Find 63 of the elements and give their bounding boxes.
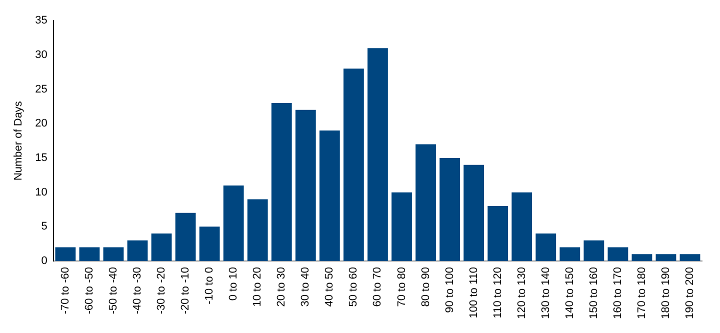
x-tick-label: 100 to 110: [468, 267, 480, 318]
bar: [632, 254, 652, 262]
bar: [295, 110, 316, 262]
bar: [656, 254, 676, 262]
bar: [175, 212, 196, 262]
x-tick-label: 50 to 60: [348, 267, 360, 307]
bar: [247, 199, 268, 262]
bar: [55, 247, 76, 262]
y-tick-label: 35: [35, 14, 48, 27]
x-tick-label: -10 to 0: [204, 267, 216, 304]
x-tick-label: -30 to -20: [156, 267, 168, 314]
bar: [416, 144, 436, 262]
y-tick-label: 10: [35, 186, 48, 198]
x-tick-label: 160 to 170: [612, 267, 624, 320]
x-tick-label: -20 to -10: [180, 267, 192, 314]
x-tick-label: 10 to 20: [252, 267, 264, 307]
bar: [608, 247, 628, 262]
x-tick-label: 60 to 70: [372, 267, 384, 307]
bar: [560, 247, 580, 262]
bar: [512, 192, 532, 262]
x-tick-label: 80 to 90: [420, 267, 432, 307]
bar: [319, 130, 340, 262]
x-tick-label: 120 to 130: [516, 267, 528, 320]
x-tick-label: 90 to 100: [444, 267, 456, 313]
x-tick-label: 70 to 80: [396, 267, 408, 307]
bar: [343, 68, 364, 262]
x-tick-label: 140 to 150: [564, 267, 576, 320]
y-tick-label: 20: [35, 118, 48, 130]
bar: [368, 48, 388, 262]
y-tick-label: 15: [35, 152, 48, 164]
y-tick-label: 25: [35, 83, 48, 96]
x-tick-label: 40 to 50: [324, 267, 336, 307]
x-tick-label: 170 to 180: [636, 267, 648, 320]
bar: [440, 158, 460, 262]
bar: [199, 226, 220, 262]
x-tick-label: 0 to 10: [228, 267, 240, 301]
bar: [271, 103, 292, 262]
bar: [488, 206, 508, 262]
x-tick-label: -60 to -50: [84, 267, 96, 314]
bar: [392, 192, 412, 262]
x-tick-label: 110 to 120: [492, 267, 504, 318]
x-tick-label: -40 to -30: [132, 267, 144, 314]
bar: [536, 234, 556, 262]
x-tick-label: 150 to 160: [588, 267, 600, 320]
y-axis-title: Number of Days: [12, 100, 25, 181]
bar: [151, 234, 172, 262]
bar: [464, 164, 484, 262]
bar: [127, 240, 148, 262]
x-tick-label: 130 to 140: [540, 267, 552, 320]
x-tick-label: 20 to 30: [276, 267, 288, 307]
bar: [103, 247, 124, 262]
y-tick-label: 30: [35, 48, 48, 61]
bar: [584, 240, 604, 262]
x-tick-label: 180 to 190: [660, 267, 672, 320]
bar: [223, 185, 244, 262]
bar: [680, 254, 700, 262]
x-tick-label: 30 to 40: [300, 267, 312, 307]
x-tick-label: -50 to -40: [108, 267, 120, 314]
x-tick-label: 190 to 200: [684, 267, 696, 320]
bar: [79, 247, 100, 262]
y-tick-label: 0: [41, 255, 48, 268]
y-tick-label: 5: [41, 220, 48, 233]
x-tick-label: -70 to -60: [59, 267, 72, 314]
